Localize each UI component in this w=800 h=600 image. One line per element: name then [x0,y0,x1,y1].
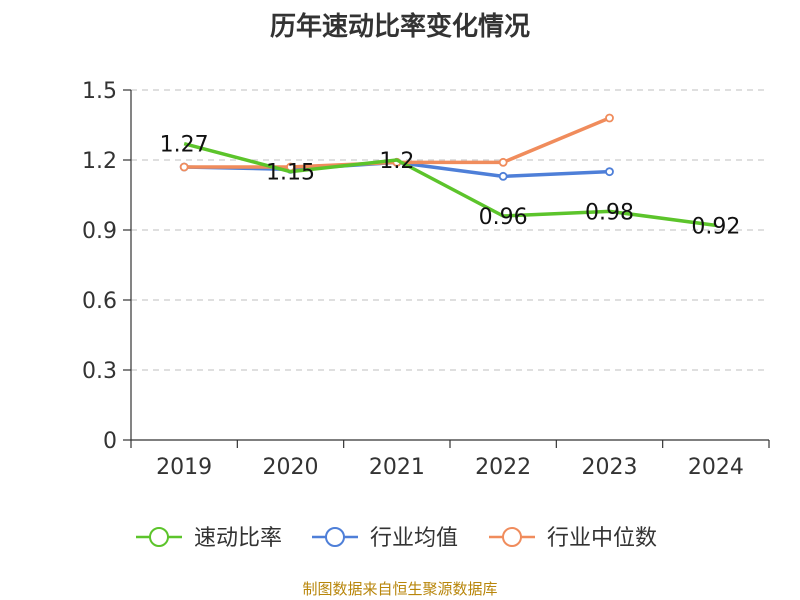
legend-marker-icon[interactable] [149,527,169,547]
legend-label[interactable]: 行业均值 [370,526,458,551]
legend-label[interactable]: 行业中位数 [547,526,657,551]
data-label: 1.15 [266,161,315,186]
x-tick-label: 2020 [263,455,319,480]
x-tick-label: 2019 [156,455,212,480]
y-tick-label: 1.5 [82,79,117,104]
x-tick-label: 2024 [688,455,744,480]
data-point [498,171,508,181]
x-tick-label: 2023 [582,455,638,480]
series-line [183,141,717,228]
y-tick-label: 0.3 [82,359,117,384]
legend-marker-icon[interactable] [325,527,345,547]
data-label: 0.92 [691,214,740,239]
x-tick-label: 2022 [475,455,531,480]
legend-marker-icon[interactable] [502,527,522,547]
data-point [179,162,189,172]
data-point [605,167,614,177]
data-point [498,157,508,167]
data-label: 1.27 [160,133,209,158]
data-point [605,113,614,123]
y-tick-label: 0 [103,429,117,454]
y-tick-label: 0.9 [82,219,117,244]
x-tick-label: 2021 [369,455,425,480]
data-label: 0.98 [585,200,634,225]
data-label: 0.96 [479,205,528,230]
y-tick-label: 1.2 [82,149,117,174]
data-label: 1.2 [379,149,414,174]
legend-label[interactable]: 速动比率 [194,526,282,551]
source-note: 制图数据来自恒生聚源数据库 [302,580,498,598]
y-tick-label: 0.6 [82,289,117,314]
chart-title: 历年速动比率变化情况 [269,12,530,42]
